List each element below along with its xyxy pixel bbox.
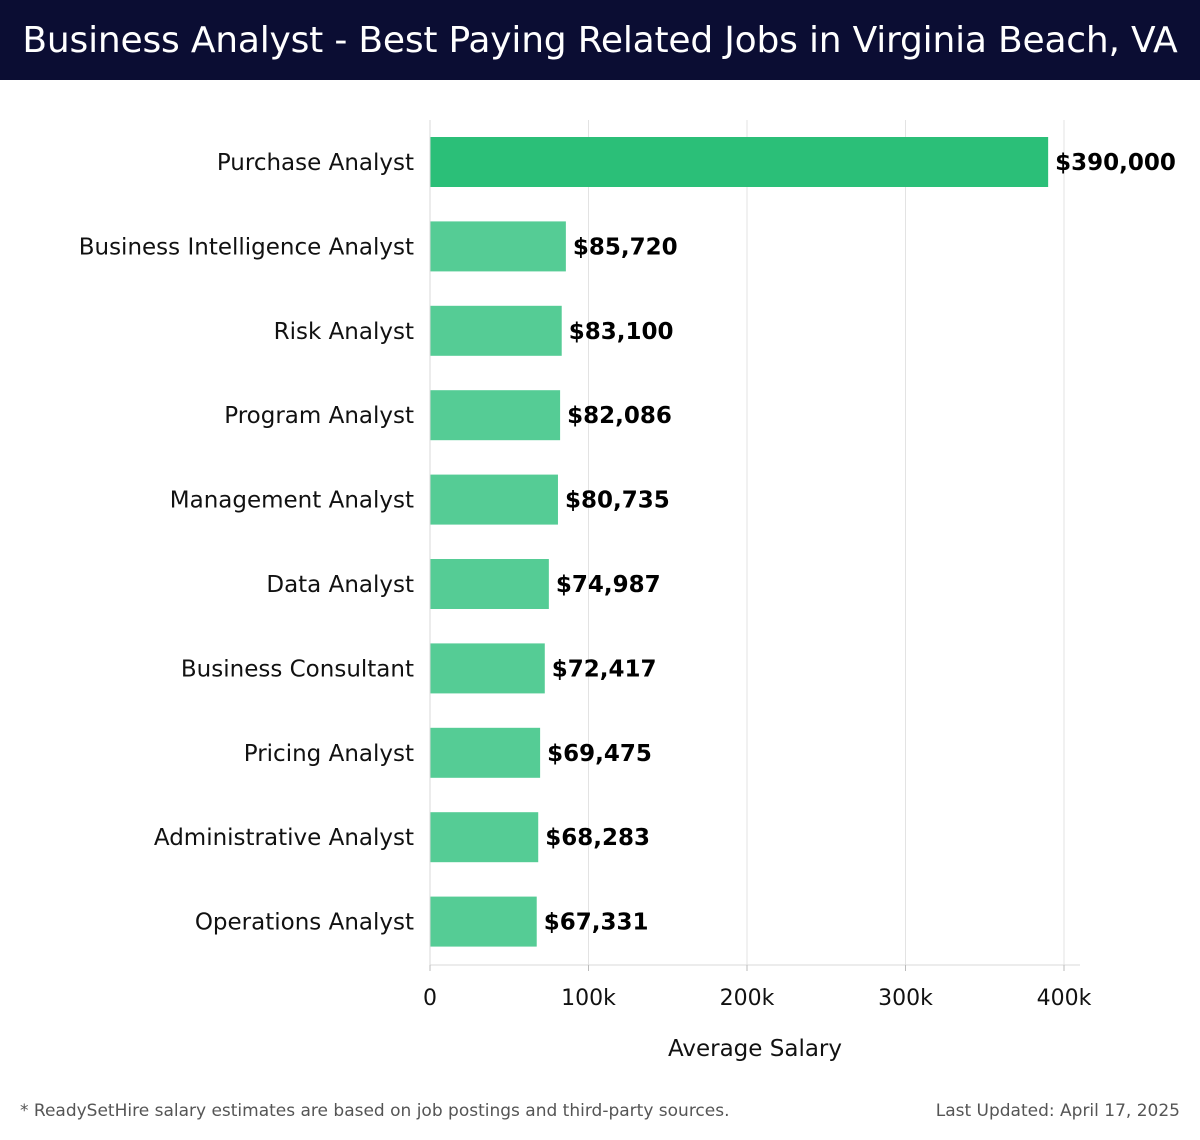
bar — [430, 896, 537, 947]
value-label: $85,720 — [573, 234, 678, 260]
bar — [430, 727, 541, 778]
category-label: Purchase Analyst — [217, 150, 414, 176]
category-label: Risk Analyst — [274, 319, 414, 345]
x-tick-label: 0 — [423, 986, 437, 1011]
bar — [430, 643, 545, 694]
bar — [430, 474, 558, 525]
category-label: Operations Analyst — [195, 910, 414, 936]
x-tick-label: 200k — [720, 986, 775, 1011]
bar — [430, 221, 566, 272]
value-label: $390,000 — [1055, 150, 1176, 176]
salary-bar-chart: 0 100k 200k 300k 400k Average Salary Purchase … — [79, 120, 1176, 1062]
last-updated: Last Updated: April 17, 2025 — [935, 1101, 1180, 1121]
x-axis-label: Average Salary — [668, 1036, 842, 1062]
footer-note: * ReadySetHire salary estimates are base… — [20, 1101, 730, 1121]
value-label: $69,475 — [547, 741, 652, 767]
page-title: Business Analyst - Best Paying Related J… — [22, 19, 1178, 61]
value-label: $83,100 — [569, 319, 674, 345]
bar — [430, 812, 539, 863]
category-label: Business Consultant — [181, 656, 414, 682]
category-label: Data Analyst — [266, 572, 414, 598]
x-tick-label: 300k — [878, 986, 933, 1011]
value-label: $74,987 — [556, 572, 661, 598]
title-bar: Business Analyst - Best Paying Related J… — [0, 0, 1200, 80]
category-label: Management Analyst — [170, 488, 414, 514]
category-label: Business Intelligence Analyst — [79, 234, 414, 260]
value-label: $67,331 — [544, 910, 649, 936]
value-label: $72,417 — [552, 656, 657, 682]
category-label: Program Analyst — [224, 403, 414, 429]
bar — [430, 390, 561, 441]
bar — [430, 137, 1049, 187]
x-tick-label: 100k — [561, 986, 616, 1011]
bar — [430, 305, 562, 356]
value-label: $80,735 — [565, 488, 670, 514]
value-label: $82,086 — [567, 403, 672, 429]
value-label: $68,283 — [545, 825, 650, 851]
category-label: Administrative Analyst — [154, 825, 414, 851]
bar — [430, 559, 549, 609]
category-label: Pricing Analyst — [244, 741, 414, 767]
x-tick-label: 400k — [1037, 986, 1092, 1011]
